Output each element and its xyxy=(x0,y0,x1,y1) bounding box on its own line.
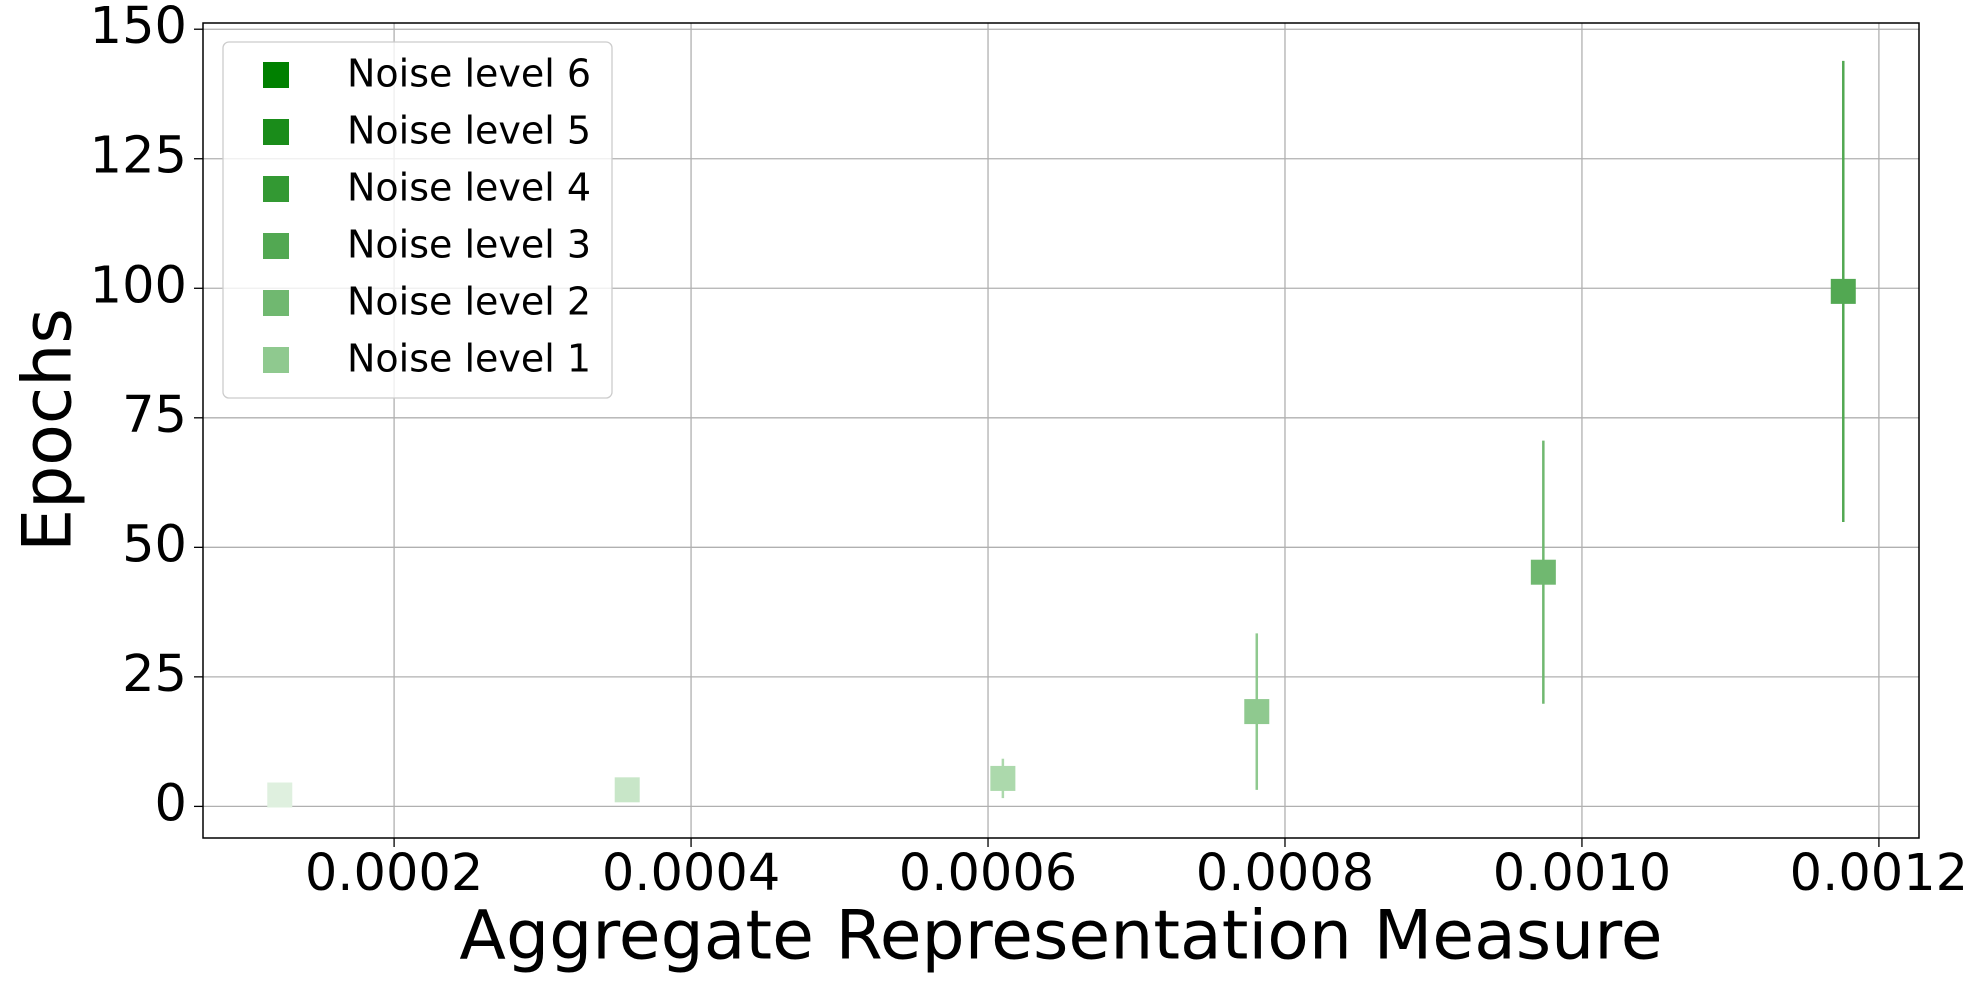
legend-label: Noise level 3 xyxy=(347,223,591,267)
marker xyxy=(1530,559,1556,585)
legend-marker xyxy=(263,233,289,259)
legend-label: Noise level 6 xyxy=(347,52,591,96)
x-tick-label: 0.0004 xyxy=(602,844,780,903)
x-tick-label: 0.0010 xyxy=(1493,844,1671,903)
marker xyxy=(1244,699,1270,725)
y-tick-label: 150 xyxy=(90,0,187,56)
legend-marker xyxy=(263,176,289,202)
y-axis-label: Epochs xyxy=(9,308,88,552)
legend-marker xyxy=(263,290,289,316)
y-tick-label: 0 xyxy=(155,774,187,833)
y-tick-label: 75 xyxy=(122,386,187,445)
x-tick-label: 0.0002 xyxy=(305,844,483,903)
legend: Noise level 6 Noise level 5 Noise level 4 N… xyxy=(222,41,613,399)
legend-label: Noise level 4 xyxy=(347,166,591,210)
legend-label: Noise level 5 xyxy=(347,109,591,153)
x-tick-label: 0.0008 xyxy=(1196,844,1374,903)
legend-marker xyxy=(263,62,289,88)
x-tick-label: 0.0006 xyxy=(899,844,1077,903)
marker xyxy=(614,777,640,803)
legend-box xyxy=(222,41,613,399)
legend-label: Noise level 1 xyxy=(347,337,591,381)
y-tick-label: 100 xyxy=(90,256,187,315)
x-tick-label: 0.0012 xyxy=(1790,844,1968,903)
y-tick-label: 25 xyxy=(122,645,187,704)
x-axis-label: Aggregate Representation Measure xyxy=(459,897,1662,976)
y-tick-label: 125 xyxy=(90,127,187,186)
marker xyxy=(1830,278,1856,304)
y-tick-label: 50 xyxy=(122,515,187,574)
marker xyxy=(990,765,1016,791)
plot-frame xyxy=(202,22,1920,839)
legend-marker xyxy=(263,119,289,145)
legend-marker xyxy=(263,347,289,373)
legend-label: Noise level 2 xyxy=(347,280,591,324)
marker xyxy=(267,782,293,808)
